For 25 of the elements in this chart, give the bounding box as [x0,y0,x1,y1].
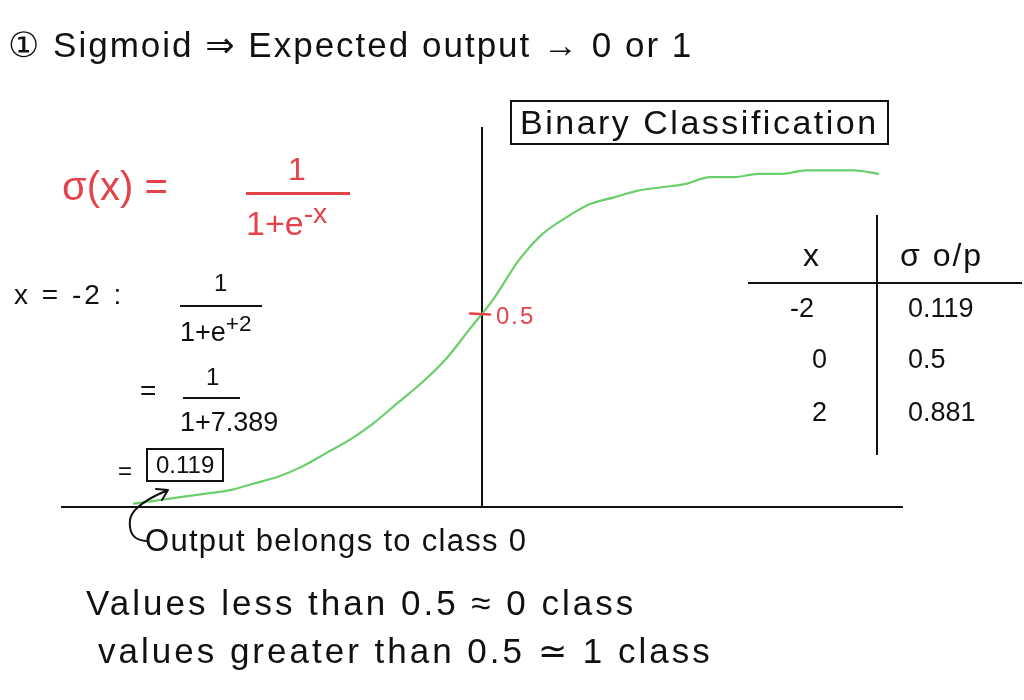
annotation: = [140,375,157,407]
annotation: 1 [214,269,228,297]
text: Output belongs to class 0 [145,523,528,559]
annotation: 1 [206,363,220,391]
annotation: 0 [812,344,828,375]
annotation: -2 [790,293,815,324]
chart-title: ① Sigmoid ⇒ Expected output → 0 or 1 [8,25,694,65]
annotation: σ(x) = [62,164,168,208]
text: Values less than 0.5 ≈ 0 class [86,583,637,623]
text: 0.119 [908,293,974,324]
annotation: σ o/p [900,237,984,274]
annotation: 1+e$^{+2}$ [180,311,252,348]
annotation: 0.5 [496,302,536,330]
text: 0.881 [908,397,976,428]
text: Binary Classification [510,100,889,146]
annotation: x [803,237,819,274]
annotation: 1+e$^{-x}$ [246,197,328,243]
text: 0.5 [908,344,946,375]
annotation: 1 [288,151,306,188]
text: values greater than 0.5 ≃ 1 class [98,631,713,671]
annotation: 0.119 [146,448,225,483]
annotation: 2 [812,397,828,428]
annotation: x = -2 : [14,279,125,311]
annotation: = [118,457,133,485]
annotation: 1+7.389 [180,407,279,438]
